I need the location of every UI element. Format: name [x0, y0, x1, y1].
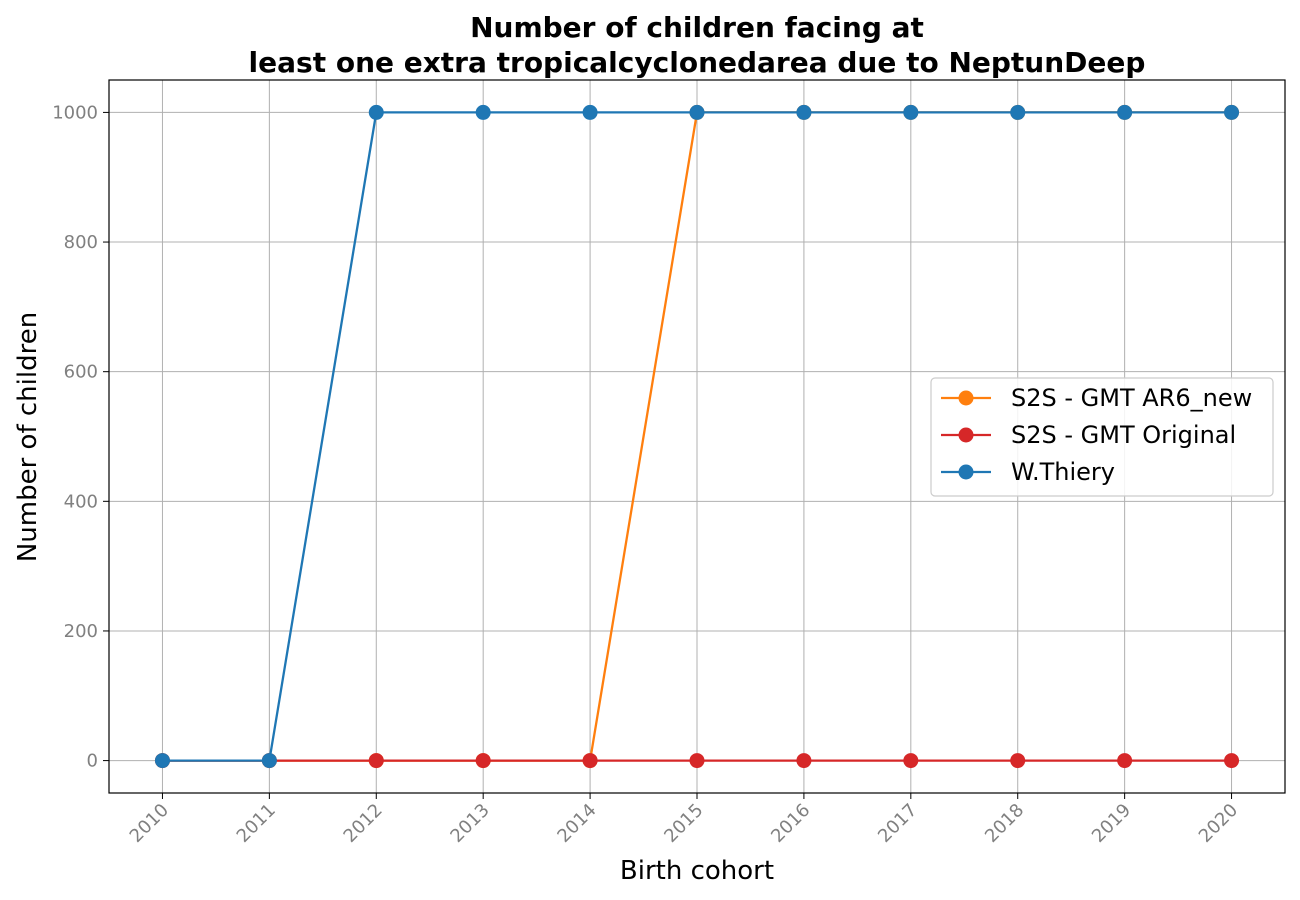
x-tick-label: 2011: [233, 800, 280, 847]
x-axis-label: Birth cohort: [620, 856, 774, 886]
data-point: [1224, 104, 1240, 120]
legend-label: W.Thiery: [1011, 458, 1115, 486]
series-1: [154, 753, 1240, 769]
data-point: [796, 753, 812, 769]
legend-marker: [958, 464, 974, 480]
chart-title-line-2: least one extra tropicalcyclonedarea due…: [249, 46, 1146, 79]
data-point: [475, 104, 491, 120]
chart-title-line-1: Number of children facing at: [470, 11, 924, 44]
x-tick-label: 2020: [1195, 800, 1242, 847]
legend-frame: [930, 377, 1274, 497]
data-point: [903, 104, 919, 120]
x-tick-label: 2017: [874, 800, 921, 847]
x-tick-label: 2014: [553, 800, 600, 847]
y-axis-label: Number of children: [13, 312, 43, 562]
data-point: [1010, 104, 1026, 120]
legend-marker: [958, 390, 974, 406]
x-tick-label: 2010: [126, 800, 173, 847]
legend-marker: [958, 427, 974, 443]
legend-label: S2S - GMT Original: [1011, 421, 1236, 449]
y-tick-label: 200: [64, 621, 98, 642]
legend-label: S2S - GMT AR6_new: [1011, 384, 1252, 412]
y-tick-label: 0: [87, 751, 98, 772]
y-tick-label: 400: [64, 491, 98, 512]
data-point: [1117, 753, 1133, 769]
y-tick-label: 600: [64, 362, 98, 383]
x-tick-label: 2019: [1088, 800, 1135, 847]
x-tick-label: 2013: [446, 800, 493, 847]
data-point: [154, 753, 170, 769]
y-tick-label: 800: [64, 232, 98, 253]
data-point: [1010, 753, 1026, 769]
data-point: [796, 104, 812, 120]
data-point: [1224, 753, 1240, 769]
x-tick-label: 2012: [340, 800, 387, 847]
data-point: [582, 753, 598, 769]
data-point: [368, 104, 384, 120]
series-2: [154, 104, 1240, 769]
legend-item: W.Thiery: [941, 458, 1115, 486]
data-point: [689, 753, 705, 769]
data-point: [582, 104, 598, 120]
legend: S2S - GMT AR6_new S2S - GMT Original W.Thi…: [930, 377, 1274, 497]
y-tick-label: 1000: [52, 102, 98, 123]
data-point: [261, 753, 277, 769]
data-point: [903, 753, 919, 769]
data-point: [475, 753, 491, 769]
data-point: [1117, 104, 1133, 120]
series-layer: [154, 104, 1240, 769]
data-point: [689, 104, 705, 120]
data-point: [368, 753, 384, 769]
legend-item: S2S - GMT AR6_new: [941, 384, 1252, 412]
x-tick-label: 2015: [660, 800, 707, 847]
x-tick-label: 2018: [981, 800, 1028, 847]
x-tick-label: 2016: [767, 800, 814, 847]
legend-item: S2S - GMT Original: [941, 421, 1236, 449]
